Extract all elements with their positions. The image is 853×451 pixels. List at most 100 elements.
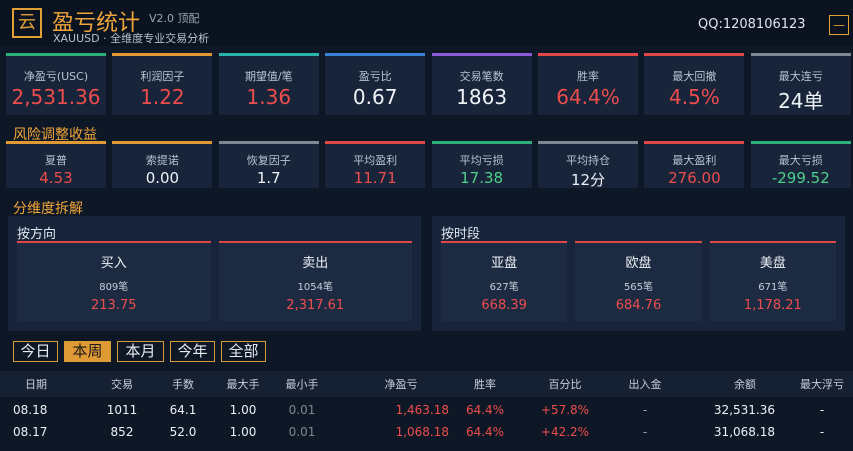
breakdown-panel: 按时段 亚盘 627笔 668.39 欧盘 565笔 684.76 美盘 671笔 1,178.2… [432,216,845,331]
stat-card: 交易笔数 1863 [431,53,532,115]
column-header: 净盈亏 [384,378,418,391]
breakdown-count: 809笔 [99,282,129,293]
risk-value: 0.00 [145,169,180,187]
table-cell: 52.0 [169,425,197,439]
stat-value: 64.4% [556,85,620,109]
app-title: 盈亏统计 [52,11,141,36]
column-header: 百分比 [548,378,582,391]
section-title: 分维度拆解 [13,201,83,217]
table-cell: 08.17 [13,425,48,439]
stat-value: 0.67 [352,85,398,109]
table-cell: - [642,425,648,439]
table-cell: 852 [110,425,134,439]
stat-label: 胜率 [577,70,599,83]
risk-value: 4.53 [39,169,73,187]
stat-label: 交易笔数 [459,70,504,83]
risk-value: -299.52 [771,169,830,187]
column-header: 余额 [734,378,756,391]
stat-card: 期望值/笔 1.36 [218,53,319,115]
stat-value: 24单 [778,89,824,113]
tab[interactable]: 本月 [117,341,164,362]
breakdown-value: 684.76 [615,298,662,313]
table-cell: +42.2% [540,425,590,439]
breakdown-value: 668.39 [481,298,527,313]
risk-label: 平均亏损 [459,154,504,167]
stat-value: 2,531.36 [11,85,101,109]
tab[interactable]: 本周 [64,341,111,362]
breakdown-name: 美盘 [759,256,786,271]
stat-label: 利润因子 [140,70,185,83]
column-header: 交易 [111,378,133,391]
breakdown-count: 671笔 [758,282,788,293]
version: V2.0 顶配 [149,12,200,25]
header [0,0,853,46]
breakdown-value: 1,178.21 [743,298,802,313]
table-cell: 1,068.18 [395,425,449,439]
risk-label: 平均盈利 [353,154,398,167]
column-header: 日期 [25,378,47,391]
table-cell: +57.8% [540,403,590,417]
risk-label: 最大亏损 [778,154,823,167]
breakdown-card: 美盘 671笔 1,178.21 [709,241,836,321]
risk-label: 夏普 [45,154,67,167]
breakdown-card: 买入 809笔 213.75 [17,241,211,321]
table-cell: 1.00 [229,425,257,439]
risk-card: 最大盈利 276.00 [644,141,745,188]
stat-card: 盈亏比 0.67 [325,53,426,115]
stat-card: 最大回撤 4.5% [644,53,745,115]
stat-card: 利润因子 1.22 [112,53,213,115]
table-cell: 64.4% [465,425,505,439]
minimize-button[interactable]: — [829,15,849,35]
breakdown-card: 亚盘 627笔 668.39 [441,241,568,321]
table-cell: 31,068.18 [713,425,775,439]
risk-card: 最大亏损 -299.52 [750,141,851,188]
table-cell: - [819,403,825,417]
breakdown-card: 卖出 1054笔 2,317.61 [218,241,412,321]
breakdown-value: 2,317.61 [286,298,345,313]
breakdown-name: 卖出 [302,256,329,271]
column-header: 最小手 [285,378,319,391]
column-header: 出入金 [628,378,662,391]
risk-card: 索提诺 0.00 [112,141,213,188]
table-cell: 1011 [106,403,138,417]
stat-card: 胜率 64.4% [538,53,638,115]
tab[interactable]: 今年 [170,341,215,362]
risk-card: 平均盈利 11.71 [325,141,426,188]
breakdown-value: 213.75 [91,298,137,313]
tab[interactable]: 全部 [221,341,266,362]
risk-value: 276.00 [668,169,721,187]
table-cell: 32,531.36 [713,403,775,417]
breakdown-count: 627笔 [489,282,519,293]
table-cell: - [819,425,825,439]
table-cell: 1.00 [229,403,257,417]
table-header-bg [0,371,853,397]
risk-value: 11.71 [353,169,397,187]
stat-label: 盈亏比 [358,70,392,83]
breakdown-name: 买入 [100,256,127,271]
stat-value: 4.5% [668,85,720,109]
tab[interactable]: 今日 [13,341,58,362]
table-cell: 64.1 [169,403,197,417]
breakdown-card: 欧盘 565笔 684.76 [575,241,702,321]
risk-label: 平均持仓 [566,154,610,167]
risk-label: 恢复因子 [246,154,291,167]
qq: QQ:1208106123 [698,17,806,32]
table-cell: 64.4% [465,403,505,417]
breakdown-count: 565笔 [623,282,654,293]
table-cell: 08.18 [13,403,48,417]
stat-label: 最大回撤 [672,70,717,83]
column-header: 胜率 [474,378,496,391]
breakdown-name: 欧盘 [625,256,652,271]
column-header: 手数 [172,378,194,391]
risk-card: 平均亏损 17.38 [431,141,532,188]
risk-value: 1.7 [256,169,281,187]
logo: 云 [12,8,42,38]
column-header: 最大浮亏 [800,378,844,391]
section-title: 风险调整收益 [13,127,97,143]
risk-value: 17.38 [460,169,504,187]
stat-label: 期望值/笔 [244,70,293,83]
panel-title: 按方向 [17,227,57,242]
risk-label: 最大盈利 [672,154,717,167]
